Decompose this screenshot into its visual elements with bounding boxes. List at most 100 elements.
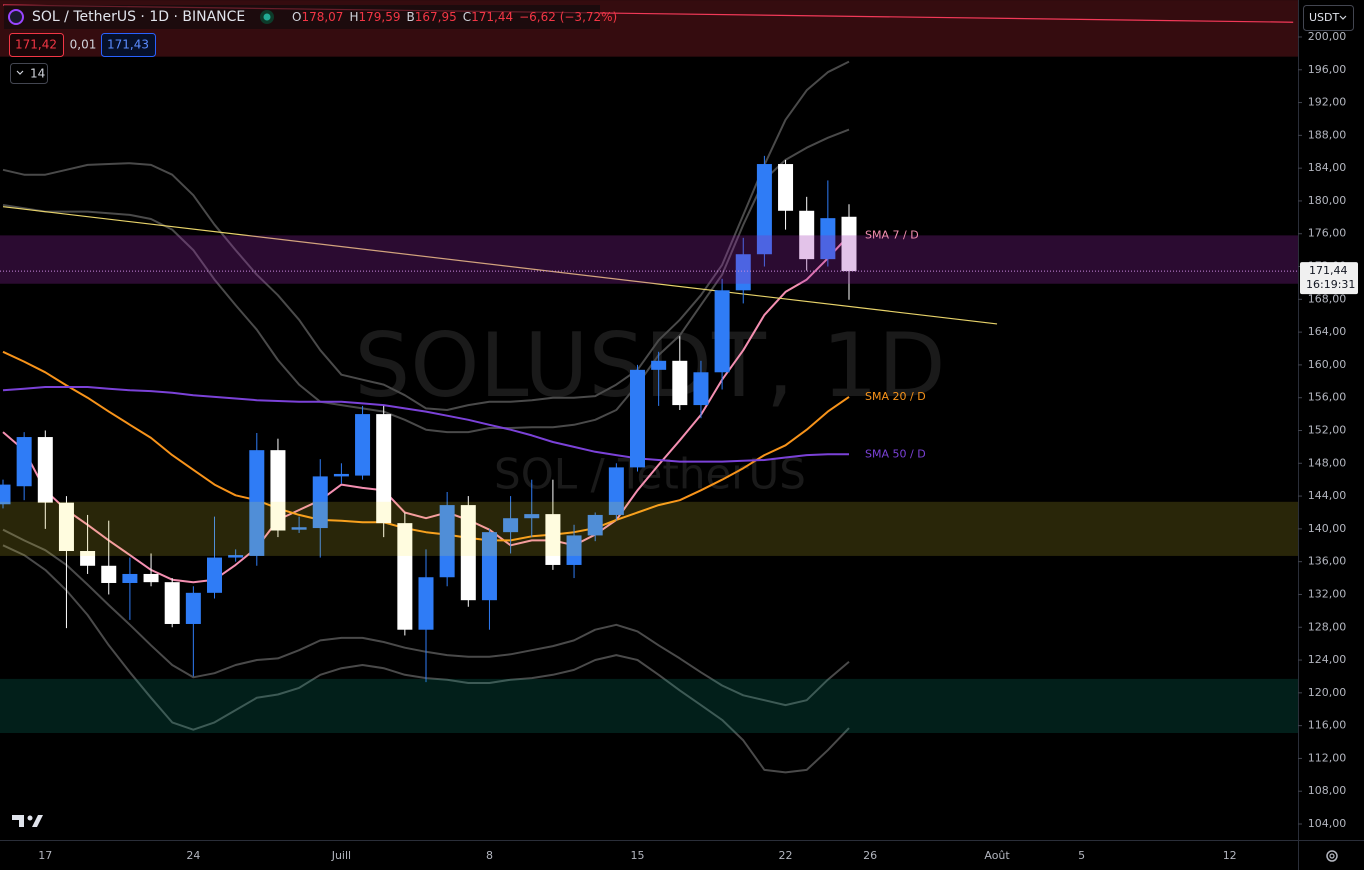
y-tick-label: 200,00 xyxy=(1308,30,1347,43)
bid: 171,42 xyxy=(15,38,57,52)
candle-body xyxy=(672,360,688,406)
y-tick-label: 104,00 xyxy=(1308,817,1347,830)
x-tick-label: 15 xyxy=(631,849,645,862)
candle-body xyxy=(756,164,772,255)
y-tick-label: 184,00 xyxy=(1308,161,1347,174)
price-label-box xyxy=(1300,262,1358,295)
indicator-count: 14 xyxy=(30,67,45,81)
sma-line xyxy=(2,350,850,542)
legend-bg xyxy=(4,5,600,29)
candle-body xyxy=(80,551,96,566)
y-tick-label: 164,00 xyxy=(1308,325,1347,338)
y-tick-label: 180,00 xyxy=(1308,194,1347,207)
zone xyxy=(0,678,1298,734)
candle-body xyxy=(481,532,497,601)
chevron-icon xyxy=(16,70,24,75)
y-tick-label: 136,00 xyxy=(1308,555,1347,568)
x-tick-label: 17 xyxy=(38,849,52,862)
y-tick-label: 188,00 xyxy=(1308,128,1347,141)
zone xyxy=(0,235,1298,284)
legend-label: SMA 50 / D xyxy=(865,447,926,460)
ohlc-value: 167,95 xyxy=(415,10,457,24)
ohlc-value: 179,59 xyxy=(358,10,400,24)
candle-body xyxy=(376,414,392,524)
candle-body xyxy=(545,514,561,565)
y-tick-label: 108,00 xyxy=(1308,784,1347,797)
y-tick-label: 168,00 xyxy=(1308,292,1347,305)
y-tick-label: 128,00 xyxy=(1308,620,1347,633)
candle-body xyxy=(735,254,751,291)
symbol-logo xyxy=(8,9,24,25)
y-tick-label: 148,00 xyxy=(1308,456,1347,469)
currency: USDT xyxy=(1309,11,1340,24)
candle-body xyxy=(164,582,180,624)
candle-body xyxy=(122,573,138,583)
chevron-icon xyxy=(1339,15,1347,20)
ohlc-label: H xyxy=(349,10,358,24)
candle-body xyxy=(566,535,582,565)
candle-body xyxy=(608,467,624,515)
ohlc-value: 178,07 xyxy=(301,10,343,24)
candle-body xyxy=(58,502,74,552)
countdown: 16:19:31 xyxy=(1306,278,1355,291)
legend-label: SMA 7 / D xyxy=(865,228,919,241)
candle-body xyxy=(460,505,476,601)
candle-body xyxy=(185,592,201,624)
x-tick-label: Août xyxy=(984,849,1010,862)
candle-body xyxy=(0,484,11,505)
spread: 0,01 xyxy=(70,38,97,52)
candle-body xyxy=(820,218,836,260)
y-tick-label: 196,00 xyxy=(1308,63,1347,76)
candle-body xyxy=(714,290,730,373)
candle-body xyxy=(101,565,117,583)
ohlc-value: 171,44 xyxy=(471,10,513,24)
band-line xyxy=(2,60,850,411)
x-tick-label: 22 xyxy=(779,849,793,862)
candle-body xyxy=(270,450,286,531)
candle-body xyxy=(37,437,53,503)
y-tick-label: 144,00 xyxy=(1308,489,1347,502)
price-label: 171,44 xyxy=(1309,264,1348,277)
x-tick-label: 26 xyxy=(863,849,877,862)
symbol[interactable]: SOL / TetherUS · 1D · BINANCE xyxy=(32,9,245,25)
candle-body xyxy=(841,216,857,272)
y-tick-label: 112,00 xyxy=(1308,751,1347,764)
candle-body xyxy=(439,505,455,578)
indicator-toggle[interactable] xyxy=(10,63,48,84)
x-tick-label: 5 xyxy=(1078,849,1085,862)
candle-body xyxy=(778,164,794,211)
band-line xyxy=(2,128,850,434)
candle-body xyxy=(799,210,815,260)
candle-body xyxy=(207,557,222,593)
y-tick-label: 156,00 xyxy=(1308,391,1347,404)
bid-box[interactable] xyxy=(9,33,64,57)
x-tick-label: 24 xyxy=(186,849,200,862)
candle-body xyxy=(651,360,667,370)
market-status-dot xyxy=(263,13,271,21)
tradingview-logo xyxy=(12,815,43,827)
plot-area xyxy=(0,0,1298,774)
ohlc-label: B xyxy=(406,10,414,24)
y-tick-label: 160,00 xyxy=(1308,358,1347,371)
candle-body xyxy=(312,476,328,529)
candle-body xyxy=(291,527,307,530)
y-tick-label: 140,00 xyxy=(1308,522,1347,535)
candle-body xyxy=(587,514,603,536)
candle-body xyxy=(397,523,413,630)
zone xyxy=(0,501,1298,556)
ohlc-values: O178,07 H179,59 B167,95 C171,44 −6,62 (−3,72… xyxy=(292,10,617,24)
settings-icon[interactable] xyxy=(1326,850,1338,862)
candle-body xyxy=(418,577,434,630)
trendline xyxy=(2,206,998,325)
x-tick-label: 12 xyxy=(1223,849,1237,862)
currency-button[interactable] xyxy=(1303,5,1354,31)
candle-body xyxy=(630,369,645,468)
ask-box[interactable] xyxy=(101,33,156,57)
x-tick-label: 8 xyxy=(486,849,493,862)
y-tick-label: 152,00 xyxy=(1308,423,1347,436)
candle-body xyxy=(143,573,159,583)
y-tick-label: 132,00 xyxy=(1308,587,1347,600)
